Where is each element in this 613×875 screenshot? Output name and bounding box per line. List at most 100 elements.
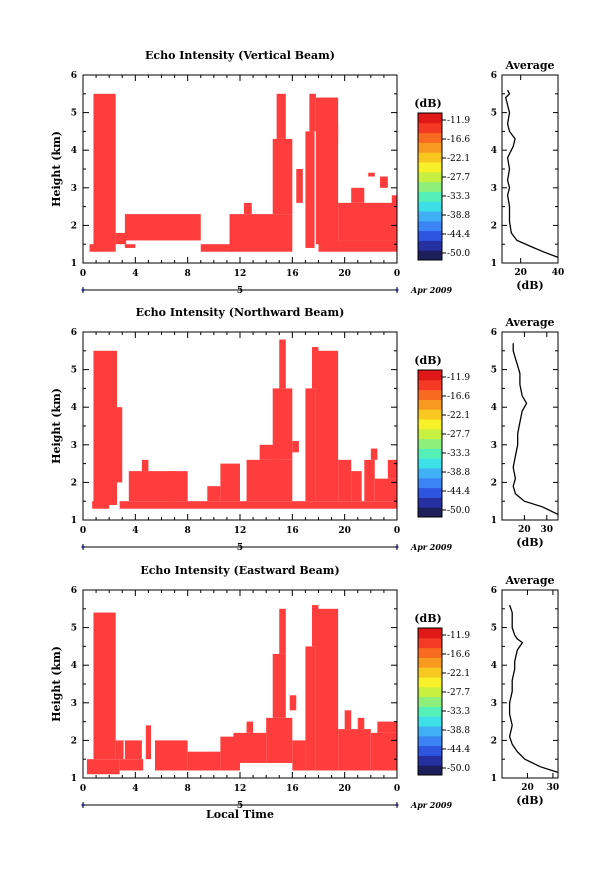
x-tick-label: 0 (80, 526, 86, 536)
echo-block (311, 347, 319, 389)
average-x-axis-label: (dB) (516, 794, 543, 807)
echo-block (374, 478, 397, 502)
average-y-tick-label: 4 (491, 403, 497, 413)
echo-block (296, 169, 303, 203)
echo-block (220, 463, 240, 502)
y-axis-label: Height (km) (50, 131, 63, 207)
colorbar-tick-label: -11.9 (447, 373, 470, 383)
average-y-tick-label: 1 (491, 259, 497, 269)
colorbar-segment (418, 657, 442, 668)
panel-title: Echo Intensity (Vertical Beam) (145, 49, 335, 62)
colorbar-segment (418, 250, 442, 261)
colorbar-segment (418, 428, 442, 440)
y-tick-label: 3 (71, 441, 77, 451)
x-tick-label: 12 (234, 269, 247, 279)
average-y-tick-label: 5 (491, 109, 497, 119)
colorbar-tick-label: -16.6 (447, 135, 470, 145)
echo-block (272, 138, 293, 215)
colorbar-segment (418, 142, 442, 153)
echo-block (115, 740, 124, 760)
colorbar-tick-label: -38.8 (447, 211, 470, 221)
colorbar-segment (418, 191, 442, 202)
echo-block (279, 608, 286, 654)
echo-block (124, 214, 201, 241)
colorbar-segment (418, 220, 442, 232)
colorbar-tick-label: -27.7 (447, 173, 470, 183)
x-tick-label: 0 (394, 784, 400, 794)
y-tick-label: 2 (71, 478, 77, 488)
echo-block (124, 740, 142, 760)
echo-block (357, 717, 365, 730)
colorbar-segment (418, 122, 442, 134)
echo-block (377, 721, 397, 733)
echo-block (338, 729, 371, 771)
colorbar-segment (418, 438, 442, 449)
colorbar-tick-label: -33.3 (447, 449, 470, 459)
colorbar-segment (418, 389, 442, 400)
echo-block (292, 740, 306, 771)
y-tick-label: 4 (71, 403, 77, 413)
echo-block (387, 459, 397, 479)
colorbar-segment (418, 745, 442, 756)
y-tick-label: 6 (71, 586, 77, 596)
x-tick-label: 8 (185, 526, 191, 536)
echo-block (364, 459, 375, 502)
colorbar-segment (418, 507, 442, 518)
y-axis-label: Height (km) (50, 646, 63, 722)
colorbar-label: (dB) (414, 354, 441, 367)
average-profile-panel: Average 1 2 3 4 5 6 20 30 (dB) (491, 574, 559, 807)
echo-block (370, 448, 378, 460)
colorbar-segment (418, 240, 442, 251)
y-tick-label: 1 (71, 259, 77, 269)
x-tick-label: 0 (394, 269, 400, 279)
colorbar-tick-label: -11.9 (447, 116, 470, 126)
average-y-tick-label: 3 (491, 184, 497, 194)
echo-block (92, 501, 110, 509)
y-axis-label: Height (km) (50, 388, 63, 464)
colorbar: (dB) -11.9 -16.6 -22.1 -27.7 -33.3 -38.8 -44.4 -… (414, 612, 470, 776)
echo-block (207, 486, 221, 502)
colorbar-tick-label: -33.3 (447, 707, 470, 717)
echo-block (266, 717, 293, 763)
colorbar-segment (418, 677, 442, 688)
echo-block (272, 388, 293, 460)
average-y-tick-label: 4 (491, 146, 497, 156)
average-y-tick-label: 5 (491, 366, 497, 376)
y-tick-label: 5 (71, 624, 77, 634)
x-tick-label: 8 (185, 784, 191, 794)
average-profile-line (512, 343, 559, 515)
echo-block (315, 97, 339, 245)
date-bar-marker (395, 545, 399, 549)
y-tick-label: 2 (71, 736, 77, 746)
colorbar-segment (418, 132, 442, 143)
echo-block (315, 350, 339, 502)
y-tick-label: 4 (71, 661, 77, 671)
date-bar-marker (81, 288, 85, 292)
x-tick-label: 16 (286, 526, 299, 536)
colorbar-label: (dB) (414, 612, 441, 625)
colorbar-segment (418, 667, 442, 678)
date-bar-marker (395, 803, 399, 807)
x-tick-label: 20 (338, 269, 351, 279)
average-title: Average (504, 59, 554, 72)
echo-block (370, 732, 397, 771)
echo-block (119, 501, 397, 509)
echo-block (279, 339, 286, 389)
echo-blocks (86, 605, 397, 775)
colorbar-segment (418, 497, 442, 508)
average-y-tick-label: 6 (491, 586, 497, 596)
echo-block (272, 653, 286, 718)
average-y-tick-label: 6 (491, 71, 497, 81)
average-x-tick-label: 20 (514, 268, 527, 278)
echo-block (154, 740, 188, 771)
average-y-tick-label: 1 (491, 774, 497, 784)
colorbar-segment (418, 686, 442, 698)
colorbar-segment (418, 113, 442, 124)
colorbar-frame (417, 369, 443, 518)
colorbar-tick-label: -44.4 (447, 487, 470, 497)
average-x-axis-label: (dB) (516, 536, 543, 549)
average-x-axis-label: (dB) (516, 279, 543, 292)
colorbar-segment (418, 162, 442, 173)
echo-block (331, 123, 339, 143)
